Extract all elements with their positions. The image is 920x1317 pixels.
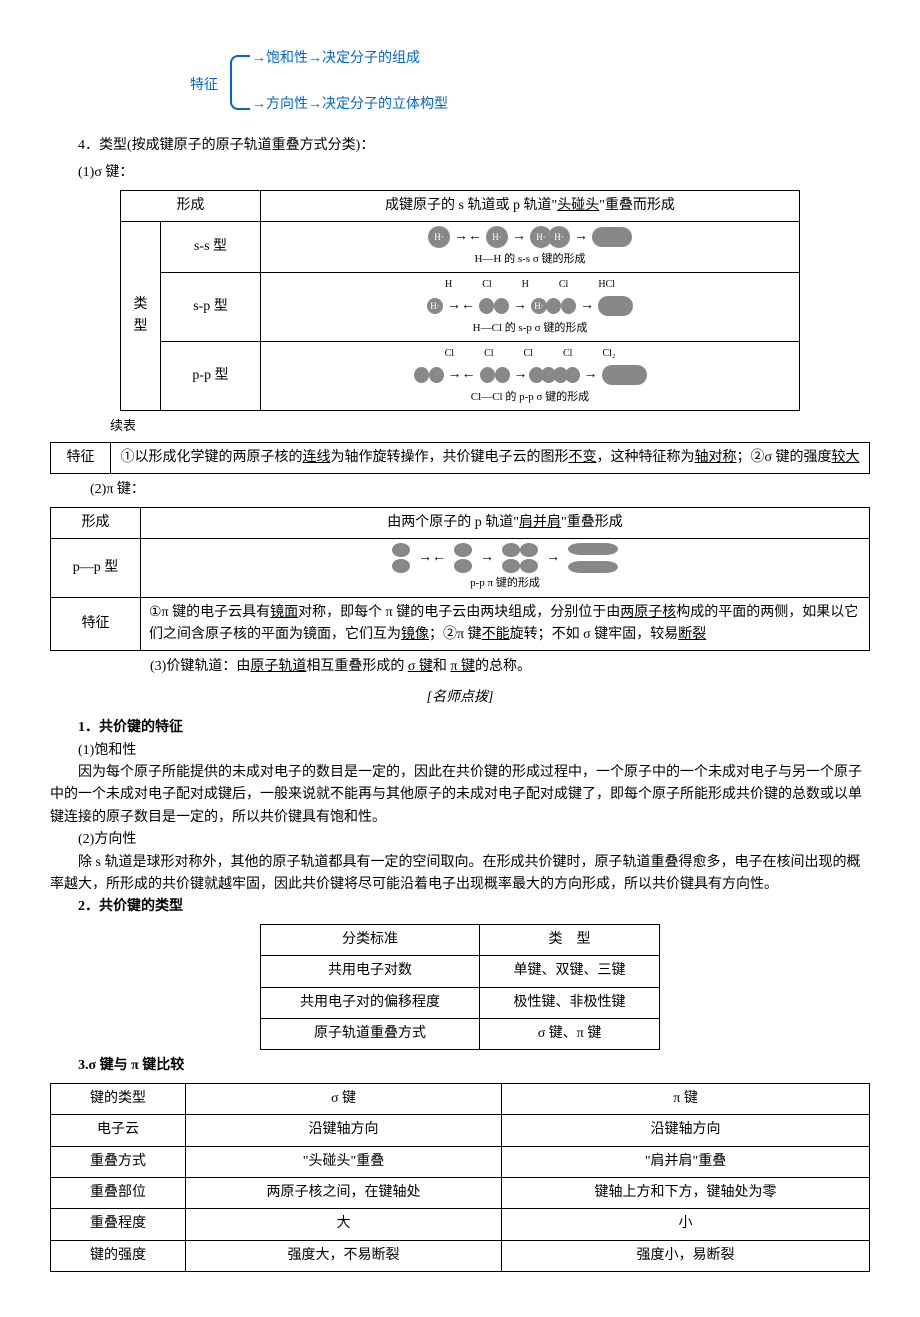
point3-title: 3.σ 键与 π 键比较 [50, 1055, 870, 1077]
sigma-header-form: 形成 [121, 190, 261, 221]
sigma-pi-compare-table: 键的类型 σ 键 π 键 电子云沿键轴方向沿键轴方向 重叠方式"头碰头"重叠"肩… [50, 1083, 870, 1272]
table-row: 键的强度强度大，不易断裂强度小，易断裂 [51, 1240, 870, 1271]
table-row: 共用电子对数 单键、双键、三键 [261, 956, 660, 987]
pi-header-form: 形成 [51, 507, 141, 538]
diagram-root: 特征 [190, 75, 218, 97]
table-row: 电子云沿键轴方向沿键轴方向 [51, 1115, 870, 1146]
compare-header-2: π 键 [502, 1083, 870, 1114]
class-header-1: 分类标准 [261, 924, 480, 955]
sigma-feature-label: 特征 [51, 442, 111, 473]
teacher-note: [名师点拨] [50, 687, 870, 709]
sigma-ss-diagram: →← → → H—H 的 s-s σ 键的形成 [261, 222, 800, 273]
point1-sub1: (1)饱和性 [50, 740, 870, 762]
table-row: 共用电子对的偏移程度 极性键、非极性键 [261, 987, 660, 1018]
point1-title: 1．共价键的特征 [50, 717, 870, 739]
pi-pp-label: p—p 型 [51, 539, 141, 598]
point1-para1: 因为每个原子所能提供的未成对电子的数目是一定的，因此在共价键的形成过程中，一个原… [50, 762, 870, 829]
diagram-branch-direction: →方向性→决定分子的立体构型 [252, 94, 448, 116]
sigma-header-desc: 成键原子的 s 轨道或 p 轨道"头碰头"重叠而形成 [261, 190, 800, 221]
table-row: 重叠程度大小 [51, 1209, 870, 1240]
class-header-2: 类 型 [480, 924, 660, 955]
sigma-feature-text: ①以形成化学键的两原子核的连线为轴作旋转操作，共价键电子云的图形不变，这种特征称… [111, 442, 870, 473]
sigma-pp-label: p-p 型 [161, 342, 261, 411]
pi-header-desc: 由两个原子的 p 轨道"肩并肩"重叠形成 [141, 507, 870, 538]
pi-feature-label: 特征 [51, 597, 141, 651]
feature-branching-diagram: 特征 →饱和性→决定分子的组成 →方向性→决定分子的立体构型 [190, 50, 870, 120]
sigma-sp-diagram: H Cl H Cl HCl →← → → H—Cl 的 s-p σ 键的形成 [261, 273, 800, 342]
sigma-sp-label: s-p 型 [161, 273, 261, 342]
compare-header-0: 键的类型 [51, 1083, 186, 1114]
section-4-sub3: (3)价键轨道：由原子轨道相互重叠形成的 σ 键和 π 键的总称。 [150, 656, 870, 678]
pi-feature-text: ①π 键的电子云具有镜面对称，即每个 π 键的电子云由两块组成，分别位于由两原子… [141, 597, 870, 651]
continued-label: 续表 [110, 416, 870, 437]
point1-sub2: (2)方向性 [50, 829, 870, 851]
point1-para2: 除 s 轨道是球形对称外，其他的原子轨道都具有一定的空间取向。在形成共价键时，原… [50, 852, 870, 897]
sigma-pp-diagram: Cl Cl Cl Cl Cl₂ →← → → Cl—Cl 的 p-p σ 键的形… [261, 342, 800, 411]
section-4-title: 4．类型(按成键原子的原子轨道重叠方式分类)： [50, 135, 870, 157]
sigma-category-label: 类型 [121, 222, 161, 411]
sigma-ss-label: s-s 型 [161, 222, 261, 273]
table-row: 原子轨道重叠方式 σ 键、π 键 [261, 1018, 660, 1049]
sigma-feature-table: 特征 ①以形成化学键的两原子核的连线为轴作旋转操作，共价键电子云的图形不变，这种… [50, 442, 870, 474]
compare-header-1: σ 键 [185, 1083, 501, 1114]
point2-title: 2．共价键的类型 [50, 896, 870, 918]
pi-bond-table: 形成 由两个原子的 p 轨道"肩并肩"重叠形成 p—p 型 →← → → p-p… [50, 507, 870, 652]
diagram-bracket [230, 55, 250, 110]
bond-classification-table: 分类标准 类 型 共用电子对数 单键、双键、三键 共用电子对的偏移程度 极性键、… [260, 924, 660, 1051]
diagram-branch-saturation: →饱和性→决定分子的组成 [252, 48, 420, 70]
sigma-bond-table: 形成 成键原子的 s 轨道或 p 轨道"头碰头"重叠而形成 类型 s-s 型 →… [120, 190, 800, 411]
table-row: 重叠方式"头碰头"重叠"肩并肩"重叠 [51, 1146, 870, 1177]
table-row: 重叠部位两原子核之间，在键轴处键轴上方和下方，键轴处为零 [51, 1177, 870, 1208]
section-4-sub2: (2)π 键： [90, 479, 870, 501]
section-4-sub1: (1)σ 键： [50, 162, 870, 184]
pi-pp-diagram: →← → → p-p π 键的形成 [141, 539, 870, 598]
